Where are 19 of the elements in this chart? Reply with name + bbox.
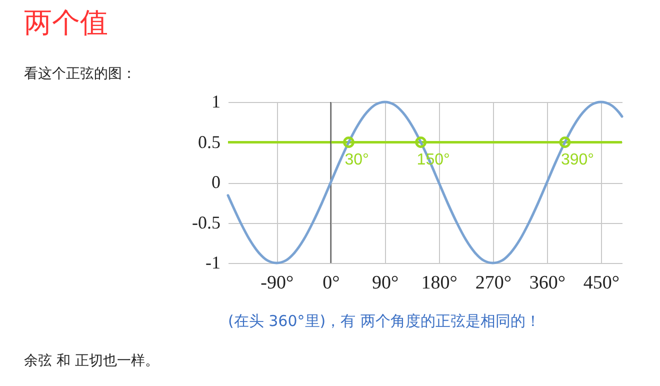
annotation: 390° — [560, 151, 594, 168]
chart-title: 两个值 — [24, 5, 108, 41]
x-tick-label: 90° — [372, 272, 399, 294]
y-tick-label: 1 — [212, 92, 220, 112]
y-tick-label: -0.5 — [192, 212, 220, 232]
line-series — [226, 100, 624, 264]
x-tick-label: -90° — [260, 272, 294, 294]
y-tick-label: 0 — [212, 172, 220, 192]
text: 看这个正弦的图： — [24, 65, 136, 83]
y-tick-label: -1 — [206, 252, 220, 272]
x-tick-label: 0° — [322, 272, 340, 294]
x-tick-label: 270° — [475, 272, 512, 294]
x-tick-label: 360° — [529, 272, 566, 294]
annotation: 30° — [344, 151, 369, 168]
x-tick-label: 450° — [583, 272, 620, 294]
text: 余弦 和 正切也一样。 — [24, 352, 159, 370]
x-tick-label: 180° — [421, 272, 458, 294]
y-tick-label: 0.5 — [198, 132, 220, 152]
text: (在头 360°里)，有 两个角度的正弦是相同的！ — [228, 312, 540, 331]
